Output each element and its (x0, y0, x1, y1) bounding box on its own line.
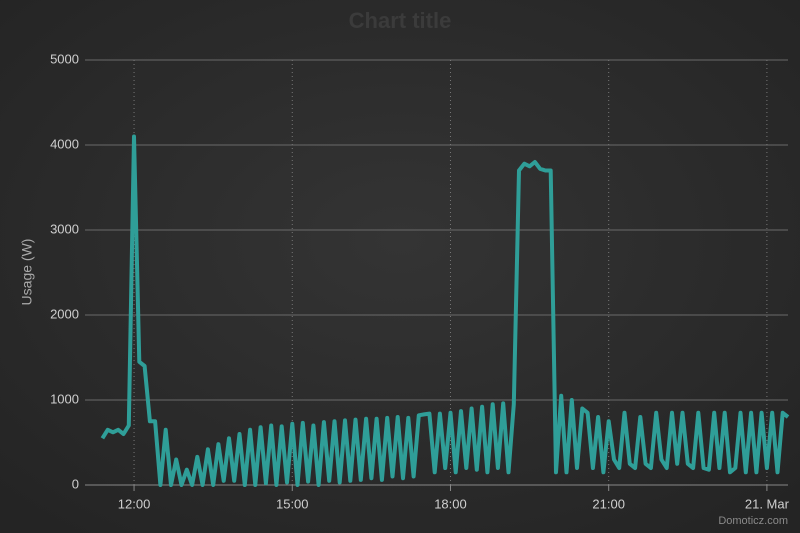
y-axis-title: Usage (W) (19, 239, 35, 306)
x-tick-label: 21:00 (592, 496, 625, 511)
credits: Domoticz.com (718, 515, 788, 527)
chart-title: Chart title (349, 8, 452, 33)
x-tick-label: 21. Mar (745, 496, 790, 511)
y-tick-label: 3000 (50, 221, 79, 236)
series-line (100, 134, 790, 487)
x-tick-label: 15:00 (276, 496, 309, 511)
y-tick-label: 0 (72, 476, 79, 491)
y-tick-label: 2000 (50, 306, 79, 321)
x-tick-label: 12:00 (118, 496, 151, 511)
y-tick-label: 1000 (50, 391, 79, 406)
y-tick-label: 5000 (50, 51, 79, 66)
x-tick-label: 18:00 (434, 496, 467, 511)
y-tick-label: 4000 (50, 136, 79, 151)
